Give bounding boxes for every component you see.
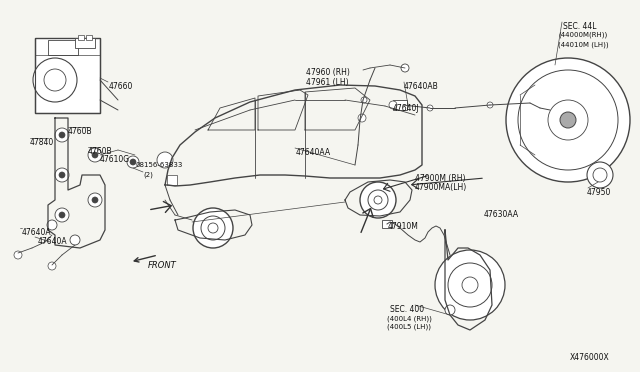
Circle shape: [389, 101, 397, 109]
Text: 47640AB: 47640AB: [404, 82, 439, 91]
Text: 08156-63833: 08156-63833: [135, 162, 182, 168]
Text: 47630AA: 47630AA: [484, 210, 519, 219]
Circle shape: [59, 172, 65, 178]
Text: 4760B: 4760B: [88, 147, 113, 156]
Text: 47900M (RH): 47900M (RH): [415, 174, 465, 183]
Circle shape: [55, 208, 69, 222]
Circle shape: [48, 262, 56, 270]
Circle shape: [47, 220, 57, 230]
Text: (400L5 (LH)): (400L5 (LH)): [387, 324, 431, 330]
Circle shape: [92, 152, 98, 158]
Circle shape: [374, 196, 382, 204]
Circle shape: [88, 148, 102, 162]
Text: 47640A: 47640A: [22, 228, 52, 237]
Text: (44010M (LH)): (44010M (LH)): [558, 41, 609, 48]
Text: 47910M: 47910M: [388, 222, 419, 231]
Circle shape: [448, 263, 492, 307]
Circle shape: [157, 152, 173, 168]
Circle shape: [360, 182, 396, 218]
Circle shape: [33, 58, 77, 102]
Circle shape: [401, 64, 409, 72]
Text: 47900MA(LH): 47900MA(LH): [415, 183, 467, 192]
Circle shape: [400, 101, 408, 109]
Text: 47960 (RH): 47960 (RH): [306, 68, 350, 77]
Circle shape: [59, 212, 65, 218]
Circle shape: [593, 168, 607, 182]
Text: X476000X: X476000X: [570, 353, 610, 362]
Circle shape: [518, 70, 618, 170]
Bar: [78, 35, 84, 40]
Bar: [167, 175, 177, 185]
Bar: [75, 38, 95, 48]
Circle shape: [358, 114, 366, 122]
Text: 47660: 47660: [109, 82, 133, 91]
Circle shape: [55, 128, 69, 142]
Bar: [35, 38, 100, 113]
Circle shape: [127, 156, 139, 168]
Circle shape: [14, 251, 22, 259]
Bar: [86, 35, 92, 40]
Circle shape: [506, 58, 630, 182]
Circle shape: [445, 305, 455, 315]
Circle shape: [193, 208, 233, 248]
Text: (44000M(RH)): (44000M(RH)): [558, 32, 607, 38]
Circle shape: [427, 105, 433, 111]
Circle shape: [208, 223, 218, 233]
Text: (400L4 (RH)): (400L4 (RH)): [387, 315, 432, 321]
Text: 47950: 47950: [587, 188, 611, 197]
Circle shape: [587, 162, 613, 188]
Text: 47961 (LH): 47961 (LH): [306, 78, 349, 87]
Text: 47640J: 47640J: [393, 104, 420, 113]
Bar: [48, 40, 78, 55]
Circle shape: [368, 190, 388, 210]
Text: (2): (2): [143, 172, 153, 179]
Circle shape: [59, 132, 65, 138]
Text: 47610G: 47610G: [100, 155, 130, 164]
Bar: [393, 100, 407, 110]
Circle shape: [88, 193, 102, 207]
Text: SEC. 400: SEC. 400: [390, 305, 424, 314]
Circle shape: [92, 197, 98, 203]
Circle shape: [560, 112, 576, 128]
Text: 47840: 47840: [30, 138, 54, 147]
Text: SEC. 44L: SEC. 44L: [563, 22, 596, 31]
Circle shape: [201, 216, 225, 240]
Circle shape: [435, 250, 505, 320]
Text: FRONT: FRONT: [148, 261, 177, 270]
Text: 47640AA: 47640AA: [296, 148, 331, 157]
Circle shape: [70, 235, 80, 245]
Bar: [382, 220, 392, 228]
Circle shape: [130, 159, 136, 165]
Text: 4760B: 4760B: [68, 127, 93, 136]
Circle shape: [462, 277, 478, 293]
Circle shape: [55, 168, 69, 182]
Circle shape: [44, 69, 66, 91]
Text: 47640A: 47640A: [38, 237, 68, 246]
Circle shape: [548, 100, 588, 140]
Circle shape: [361, 97, 367, 103]
Circle shape: [487, 102, 493, 108]
